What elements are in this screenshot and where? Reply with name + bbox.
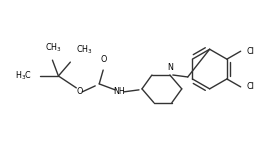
Text: CH$_3$: CH$_3$	[76, 44, 93, 56]
Text: Cl: Cl	[247, 47, 255, 56]
Text: O: O	[101, 55, 107, 64]
Text: N: N	[167, 63, 173, 72]
Text: O: O	[76, 87, 83, 96]
Text: NH: NH	[113, 87, 125, 96]
Text: Cl: Cl	[247, 82, 255, 91]
Text: CH$_3$: CH$_3$	[45, 42, 62, 54]
Text: H$_3$C: H$_3$C	[16, 70, 33, 82]
